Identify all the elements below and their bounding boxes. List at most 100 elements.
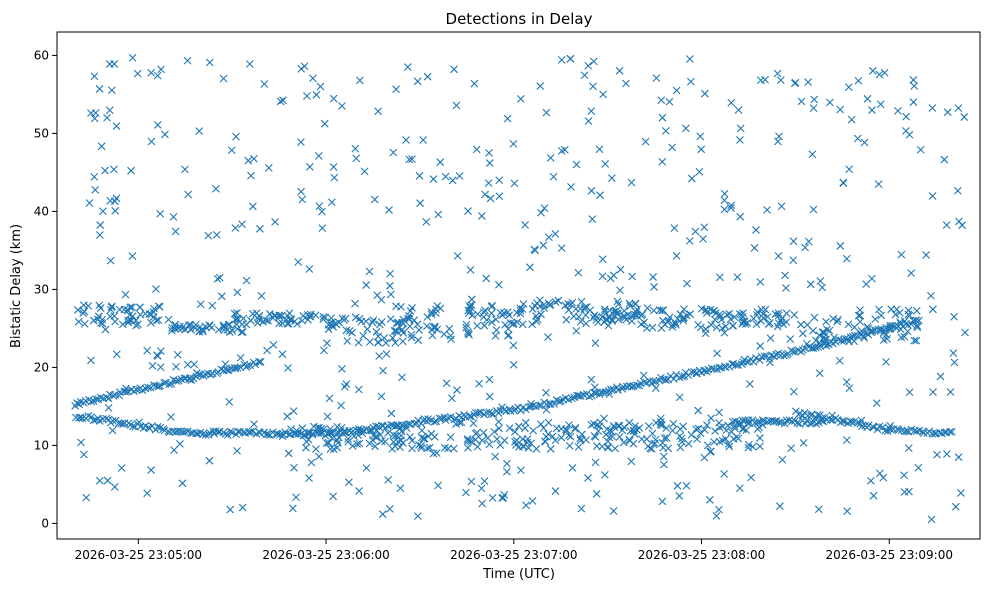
detection-point [955, 217, 963, 226]
detection-point [537, 310, 545, 319]
detection-point [373, 291, 382, 300]
detection-point [668, 426, 677, 435]
detection-point [822, 341, 830, 350]
detection-point [609, 271, 618, 280]
detection-point [457, 418, 466, 427]
detection-point [600, 414, 608, 423]
detection-point [587, 375, 596, 384]
detection-point [513, 318, 522, 326]
detection-point [449, 444, 458, 453]
detection-point [581, 303, 589, 312]
detection-point [595, 145, 604, 154]
detection-point [749, 314, 758, 323]
detection-point [796, 320, 805, 329]
detection-point [354, 431, 363, 439]
detection-point [937, 429, 946, 438]
detection-point [466, 306, 475, 315]
detection-point [480, 477, 489, 485]
detection-point [660, 434, 669, 442]
detection-point [606, 385, 615, 394]
detection-point [271, 217, 279, 226]
detection-point [850, 323, 859, 332]
detection-point [283, 412, 292, 421]
detection-point [128, 312, 137, 321]
detection-point [110, 482, 119, 491]
detection-point [872, 399, 881, 407]
detection-point [720, 189, 729, 198]
detection-point [319, 312, 328, 321]
detection-point [97, 142, 106, 151]
detection-point [156, 363, 165, 372]
detection-point [789, 347, 797, 356]
detection-point [929, 305, 937, 314]
detection-point [730, 422, 739, 430]
detection-point [738, 360, 746, 368]
detection-point [205, 456, 214, 465]
detection-point [122, 387, 130, 396]
detection-point [144, 383, 152, 392]
detection-point [407, 330, 416, 339]
detection-point [614, 386, 622, 394]
detection-point [365, 426, 374, 435]
detection-point [635, 381, 644, 390]
detection-point [750, 244, 759, 252]
y-tick-label: 60 [34, 48, 49, 62]
x-axis-title: Time (UTC) [482, 567, 555, 582]
detection-point [444, 413, 452, 422]
detection-point [233, 288, 242, 297]
detection-point [927, 515, 936, 524]
detection-point [297, 65, 306, 73]
detection-point [504, 331, 512, 340]
detection-point [696, 132, 705, 141]
detection-point [358, 429, 367, 437]
detection-point [424, 432, 433, 441]
detection-point [372, 426, 381, 435]
detection-point [121, 290, 130, 299]
detection-point [685, 237, 694, 245]
detection-point [501, 320, 509, 329]
detection-point [312, 90, 321, 99]
detection-point [391, 432, 399, 440]
detection-point [251, 360, 260, 369]
detection-point [693, 435, 701, 444]
detection-point [727, 201, 736, 210]
detection-point [678, 437, 686, 446]
detection-point [288, 504, 297, 513]
detection-point [685, 55, 694, 63]
detection-point [715, 408, 723, 417]
detection-point [260, 80, 269, 88]
detection-point [212, 184, 220, 193]
detection-point [616, 265, 625, 274]
detection-point [905, 487, 913, 496]
detection-point [733, 273, 742, 282]
detection-point [164, 315, 173, 324]
detection-point [557, 244, 566, 252]
detection-point [869, 491, 878, 500]
detection-point [392, 319, 401, 327]
detection-point [311, 311, 320, 320]
detection-point [801, 243, 809, 252]
detection-point [184, 321, 193, 330]
detection-point [876, 100, 885, 109]
detection-point [112, 350, 121, 359]
detection-point [281, 428, 290, 437]
detection-point [651, 384, 660, 392]
detection-point [659, 306, 668, 315]
detection-point [244, 156, 253, 165]
detection-point [788, 417, 796, 426]
detection-point [226, 427, 235, 436]
detection-point [128, 53, 137, 62]
detection-point [660, 320, 669, 329]
detection-point [848, 332, 857, 341]
detection-point [677, 434, 686, 443]
detection-point [143, 489, 152, 498]
detection-point [386, 315, 395, 323]
detection-point [143, 346, 152, 355]
detection-point [811, 343, 820, 352]
detection-point [866, 476, 875, 485]
detection-point [857, 326, 866, 335]
detection-point [587, 107, 596, 115]
detection-point [679, 314, 688, 323]
detection-point [555, 397, 563, 406]
detection-point [355, 76, 364, 85]
